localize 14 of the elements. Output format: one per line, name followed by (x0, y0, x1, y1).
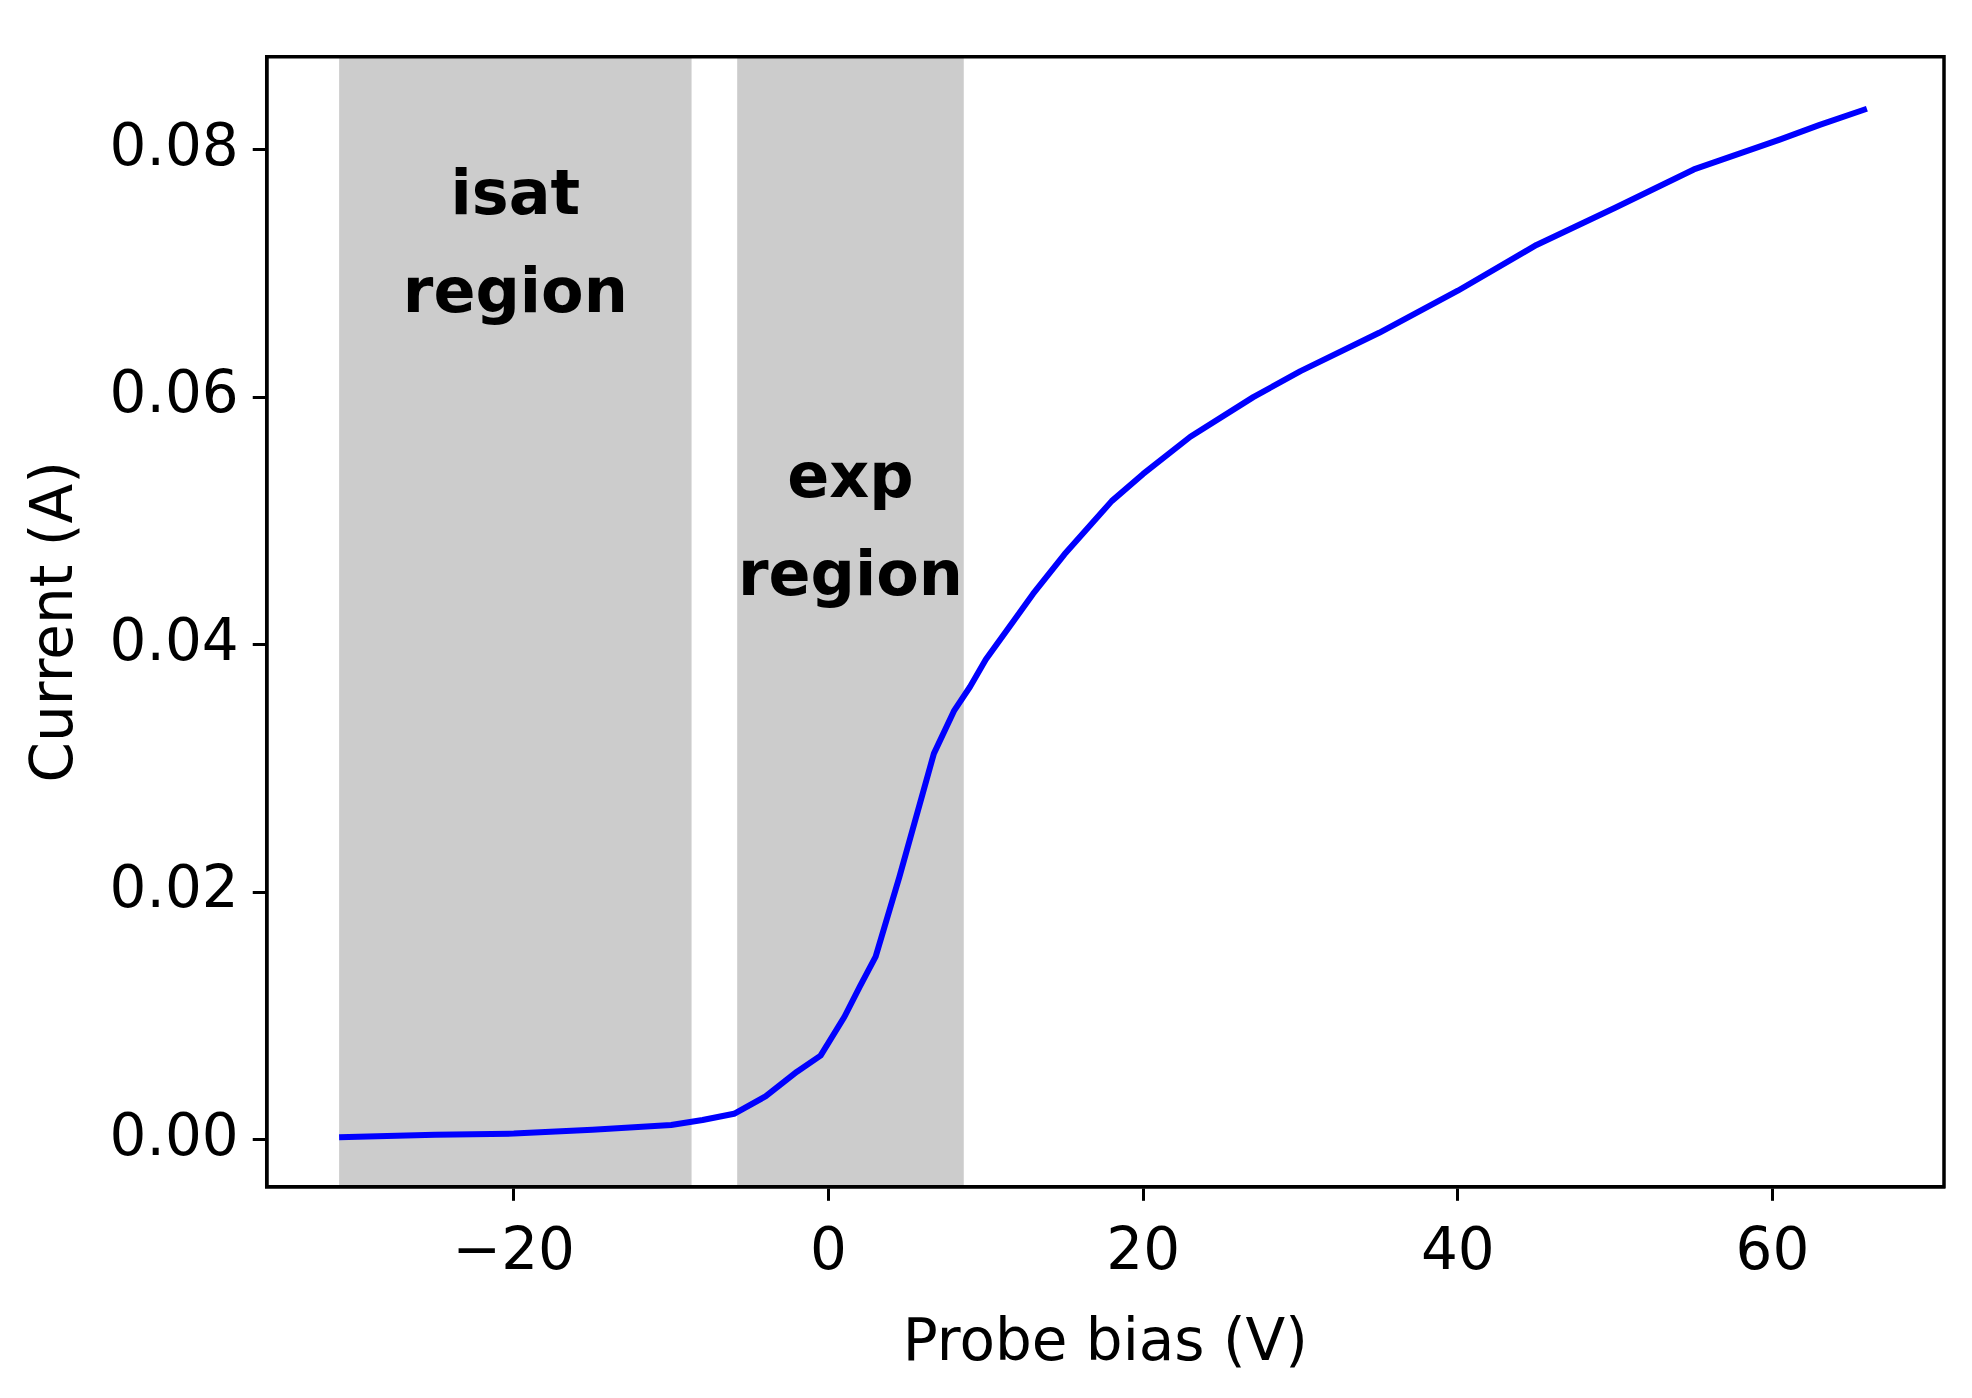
y-axis-title: Current (A) (17, 461, 86, 783)
x-tick-label: 20 (1106, 1214, 1181, 1283)
x-tick-label: 0 (810, 1214, 847, 1283)
y-tick-label: 0.02 (109, 853, 239, 922)
y-tick-label: 0.08 (109, 110, 239, 179)
band-label: isat region (402, 156, 628, 328)
x-axis-title: Probe bias (V) (902, 1306, 1308, 1375)
x-tick-label: 40 (1420, 1214, 1495, 1283)
band-label: exp region (737, 438, 963, 610)
x-tick-label: −20 (452, 1214, 575, 1283)
y-tick-label: 0.00 (109, 1100, 239, 1169)
x-tick-label: 60 (1735, 1214, 1810, 1283)
y-tick-label: 0.06 (109, 358, 239, 427)
y-tick-label: 0.04 (109, 605, 239, 674)
